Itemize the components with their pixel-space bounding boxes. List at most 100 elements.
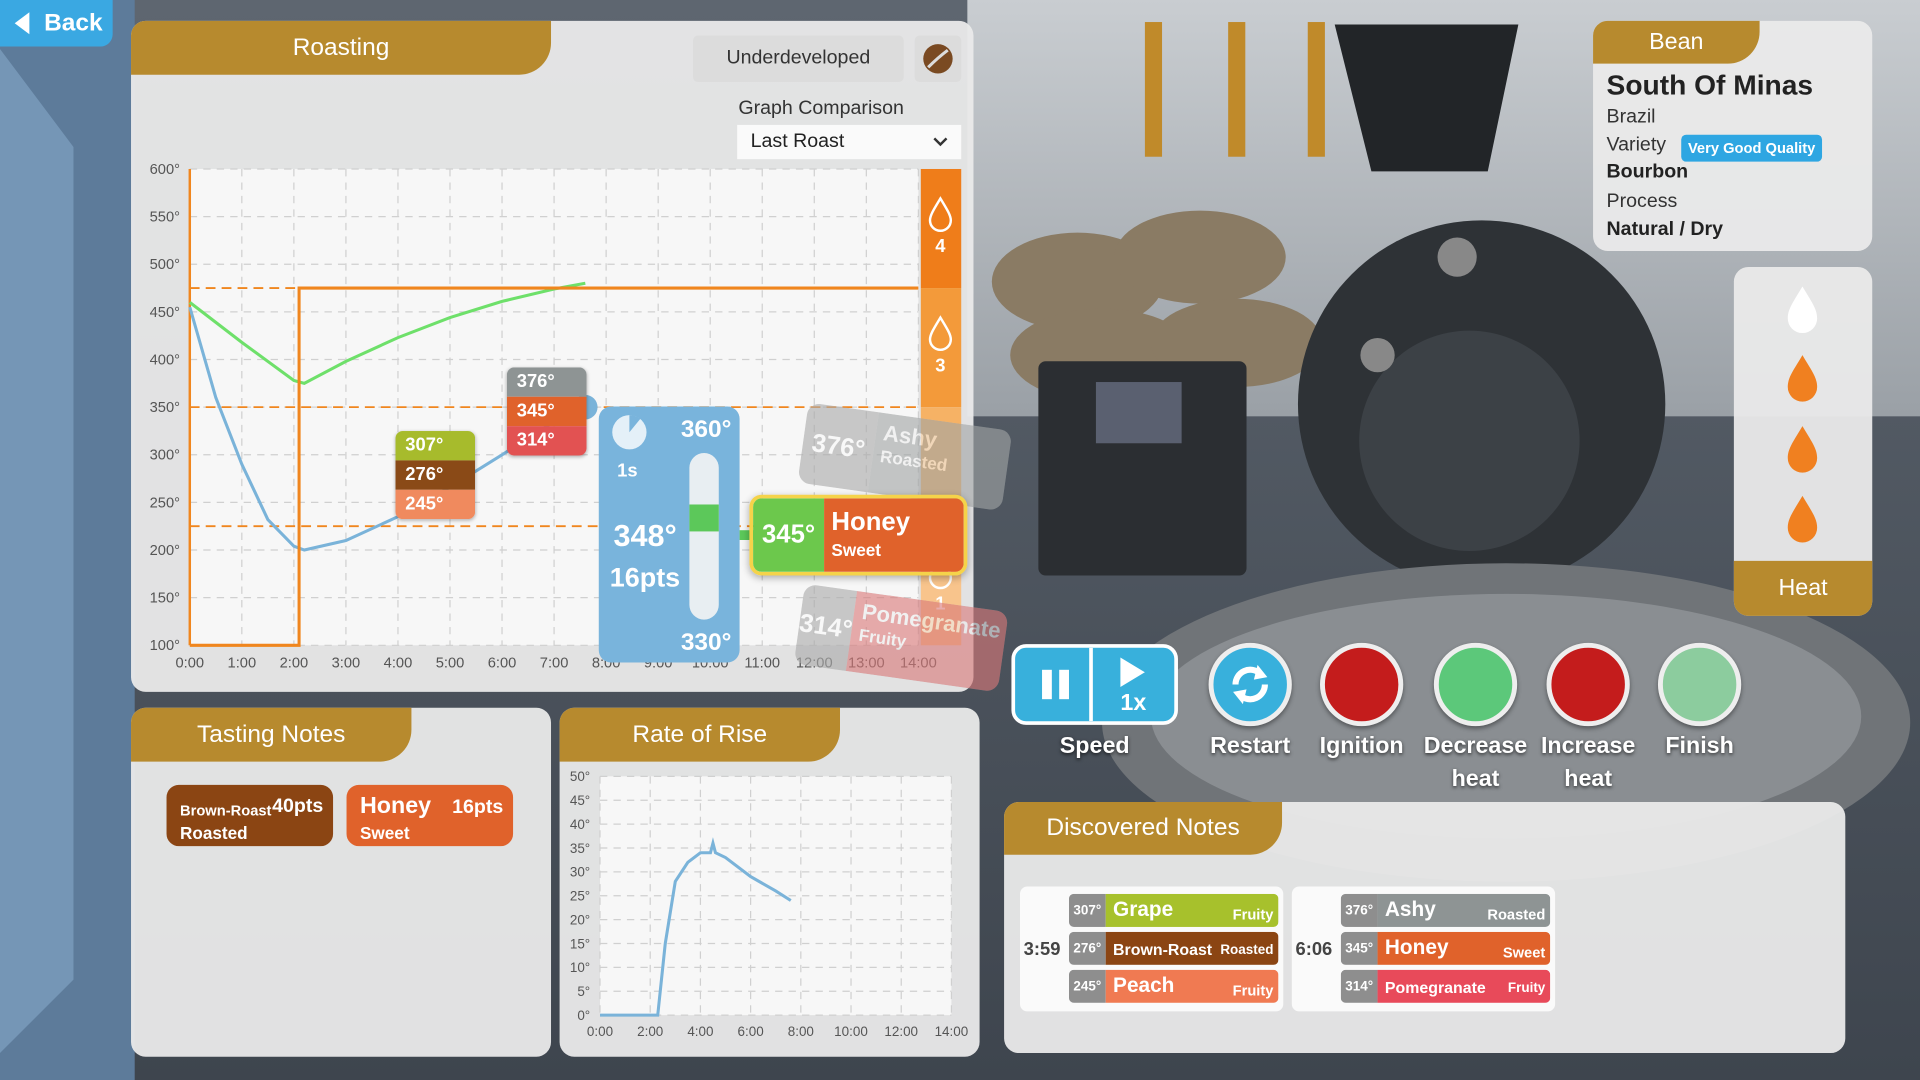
note-category: Sweet <box>1502 944 1546 962</box>
flavor-marker: 376° 345° 314° <box>506 367 587 456</box>
tasting-note: Brown-Roast Roasted 40pts <box>166 784 334 847</box>
control-button[interactable] <box>1657 642 1742 727</box>
status-button[interactable]: Underdeveloped <box>693 35 904 83</box>
back-arrow <box>14 12 30 35</box>
note-name: Brown-Roast <box>1113 940 1213 959</box>
note-temp: 245° <box>1068 969 1106 1003</box>
y-tick-label: 10° <box>570 960 590 975</box>
note-bar: Brown-Roast Roasted <box>1105 931 1279 965</box>
heat-level <box>920 168 962 289</box>
speed-value: 1x <box>1120 690 1147 717</box>
flame-icon <box>1787 355 1818 402</box>
note-name: Pomegranate <box>1384 978 1486 997</box>
y-tick-label: 5° <box>577 984 590 999</box>
discovered-note: 245° Peach Fruity <box>1068 969 1279 1003</box>
y-tick-label: 15° <box>570 936 590 951</box>
control-button[interactable] <box>1320 642 1404 727</box>
popup-category: Sweet <box>831 540 881 560</box>
y-tick-label: 30° <box>570 865 590 880</box>
y-tick-label: 40° <box>570 817 590 832</box>
bean-icon <box>923 44 953 74</box>
x-tick-label: 3:00 <box>332 655 361 671</box>
flavor-marker: 307° 276° 245° <box>395 431 476 520</box>
x-tick-label: 6:00 <box>488 655 517 671</box>
note-points: 16pts <box>452 797 504 818</box>
data-line <box>188 281 586 385</box>
bean-origin: Brazil <box>1606 106 1656 128</box>
heat-level <box>920 288 962 408</box>
note-name: Peach <box>1113 973 1175 997</box>
control-label: Finish <box>1665 733 1734 760</box>
y-tick-label: 250° <box>150 495 180 511</box>
x-tick-label: 14:00 <box>935 1024 969 1039</box>
x-tick-label: 4:00 <box>687 1024 713 1039</box>
control-label: Ignition <box>1319 733 1404 760</box>
control-label: Speed <box>1059 733 1130 760</box>
note-category: Fruity <box>1232 906 1274 924</box>
discovered-note: 276° Brown-Roast Roasted <box>1068 931 1279 965</box>
note-popup: 345° Honey Sweet <box>749 494 968 576</box>
y-tick-label: 25° <box>570 889 590 904</box>
y-tick-label: 450° <box>150 305 180 321</box>
tasting-note: Honey Sweet 16pts <box>346 784 514 847</box>
discovered-note: 314° Pomegranate Fruity <box>1340 969 1551 1003</box>
control-button[interactable] <box>1433 642 1518 727</box>
discovered-group: 6:06 376° Ashy Roasted 345° Honey Sweet 314° Pom… <box>1291 886 1556 1012</box>
x-tick-label: 1:00 <box>228 655 257 671</box>
control-button[interactable] <box>1546 642 1630 727</box>
marker-temp: 307° <box>395 431 476 461</box>
note-temp: 314° <box>1340 969 1378 1003</box>
restart-icon <box>1232 664 1268 705</box>
note-category: Roasted <box>180 822 248 843</box>
y-tick-label: 200° <box>150 543 180 559</box>
discovered-note: 376° Ashy Roasted <box>1340 893 1551 927</box>
timer-icon <box>612 415 647 450</box>
data-line <box>189 286 919 647</box>
x-tick-label: 2:00 <box>637 1024 663 1039</box>
marker-temp: 276° <box>395 460 476 490</box>
x-tick-label: 5:00 <box>436 655 465 671</box>
y-tick-label: 150° <box>150 591 180 607</box>
x-tick-label: 7:00 <box>540 655 569 671</box>
note-category: Roasted <box>1487 906 1546 924</box>
heat-flames <box>1787 286 1818 543</box>
x-tick-label: 11:00 <box>744 655 780 671</box>
heat-level-label: 1 <box>935 592 945 613</box>
note-bar: Ashy Roasted <box>1377 893 1551 927</box>
x-tick-label: 10:00 <box>834 1024 868 1039</box>
control-button[interactable] <box>1208 642 1292 727</box>
note-bar: Peach Fruity <box>1105 969 1279 1003</box>
points: 16pts <box>609 562 681 593</box>
y-tick-label: 0° <box>577 1008 590 1023</box>
data-line <box>600 837 792 1017</box>
flame-icon <box>1787 495 1818 543</box>
note-name: Brown-Roast <box>180 802 272 820</box>
comparison-select[interactable]: Last Roast <box>737 124 962 160</box>
popup-name: Honey <box>831 508 911 537</box>
speed-control[interactable]: 1x <box>1011 644 1178 725</box>
y-tick-label: 600° <box>150 162 180 178</box>
x-tick-label: 8:00 <box>788 1024 814 1039</box>
comparison-label: Graph Comparison <box>738 97 904 119</box>
popup-body: Honey Sweet <box>824 498 964 572</box>
roasting-title: Roasting <box>131 20 552 75</box>
y-tick-label: 100° <box>150 638 180 654</box>
control-label: Increase heat <box>1540 733 1636 793</box>
note-name: Grape <box>1113 897 1174 921</box>
marker-temp: 376° <box>506 367 587 397</box>
x-tick-label: 0:00 <box>175 655 204 671</box>
thermometer <box>689 453 719 620</box>
note-temp: 376° <box>1340 893 1378 927</box>
y-tick-label: 400° <box>150 352 180 368</box>
discovered-notes-title: Discovered Notes <box>1004 802 1283 855</box>
note-temp: 345° <box>1340 931 1378 965</box>
bean-icon-button[interactable] <box>914 35 962 83</box>
bean-name: South Of Minas <box>1606 68 1814 101</box>
max-temp: 360° <box>680 416 732 444</box>
y-tick-label: 50° <box>570 769 590 784</box>
discovered-group: 3:59 307° Grape Fruity 276° Brown-Roast Roaste… <box>1020 886 1284 1012</box>
note-temp: 307° <box>1068 893 1106 927</box>
x-tick-label: 14:00 <box>900 655 937 671</box>
variety-label: Variety <box>1606 134 1667 156</box>
back-button[interactable]: Back <box>0 0 113 47</box>
